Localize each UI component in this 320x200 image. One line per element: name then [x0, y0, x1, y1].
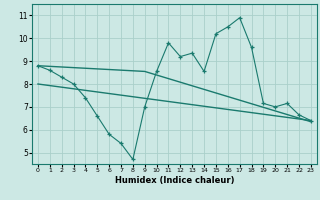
- X-axis label: Humidex (Indice chaleur): Humidex (Indice chaleur): [115, 176, 234, 185]
